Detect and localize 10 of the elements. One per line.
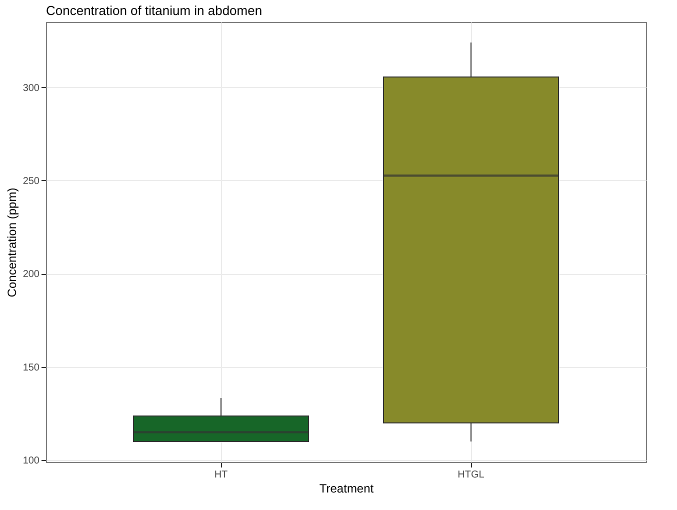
y-axis-title: Concentration (ppm) bbox=[4, 188, 19, 298]
x-tick-label: HT bbox=[214, 470, 228, 480]
x-tick-label: HTGL bbox=[458, 470, 485, 480]
y-tick-label: 300 bbox=[22, 82, 40, 94]
chart-title: Concentration of titanium in abdomen bbox=[46, 3, 262, 18]
y-tick-label: 200 bbox=[22, 269, 40, 280]
x-axis-title: Treatment bbox=[319, 482, 374, 496]
y-tick-label: 250 bbox=[22, 176, 40, 187]
y-tick-label: 100 bbox=[22, 456, 40, 467]
y-tick-label: 150 bbox=[22, 362, 40, 374]
